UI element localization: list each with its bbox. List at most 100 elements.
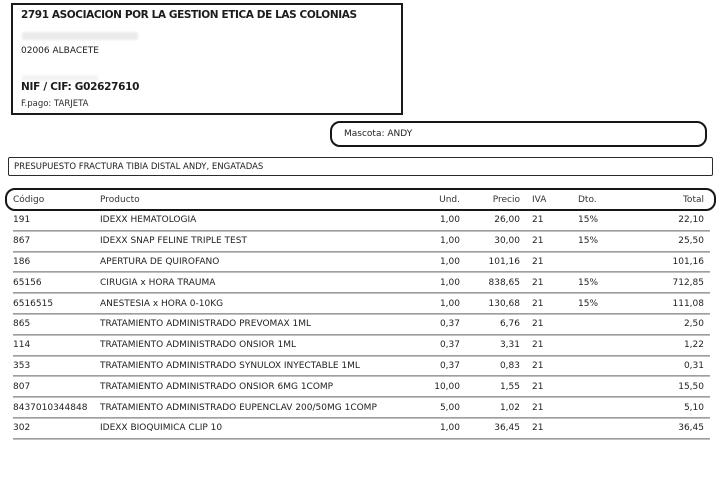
subject-title: PRESUPUESTO FRACTURA TIBIA DISTAL ANDY, … bbox=[14, 161, 264, 172]
header-producto: Producto bbox=[100, 194, 140, 205]
cell-total: 0,31 bbox=[683, 360, 704, 371]
table-header-row: Código Producto Und. Precio IVA Dto. Tot… bbox=[13, 195, 710, 205]
table-row: 867 IDEXX SNAP FELINE TRIPLE TEST 1,00 30,0… bbox=[13, 232, 710, 251]
items-table-body: 191 IDEXX HEMATOLOGIA 1,00 26,00 21 15% 22,10 8… bbox=[13, 211, 710, 440]
header-und: Und. bbox=[439, 194, 460, 205]
cell-iva: 21 bbox=[532, 236, 544, 247]
cell-und: 1,00 bbox=[439, 277, 460, 288]
cell-dto: 15% bbox=[578, 236, 599, 247]
cell-producto: TRATAMIENTO ADMINISTRADO EUPENCLAV 200/5… bbox=[100, 402, 377, 413]
header-codigo: Código bbox=[13, 194, 45, 205]
cell-iva: 21 bbox=[532, 402, 544, 413]
cell-total: 101,16 bbox=[672, 256, 705, 267]
cell-dto: 15% bbox=[578, 215, 599, 226]
cell-total: 36,45 bbox=[678, 423, 704, 434]
cell-und: 1,00 bbox=[439, 215, 460, 226]
table-row: 6516515 ANESTESIA x HORA 0-10KG 1,00 130,68… bbox=[13, 294, 710, 313]
cell-precio: 30,00 bbox=[494, 236, 520, 247]
cell-iva: 21 bbox=[532, 423, 544, 434]
table-row: 302 IDEXX BIOQUIMICA CLIP 10 1,00 36,45 21 36… bbox=[13, 419, 710, 438]
cell-und: 0,37 bbox=[439, 319, 460, 330]
cell-und: 0,37 bbox=[439, 360, 460, 371]
cell-codigo: 865 bbox=[13, 319, 31, 330]
table-row: 865 TRATAMIENTO ADMINISTRADO PREVOMAX 1ML… bbox=[13, 315, 710, 334]
cell-producto: CIRUGIA x HORA TRAUMA bbox=[100, 277, 216, 288]
pet-label: Mascota: ANDY bbox=[344, 129, 413, 139]
row-separator bbox=[13, 396, 710, 399]
cell-iva: 21 bbox=[532, 256, 544, 267]
cell-producto: IDEXX BIOQUIMICA CLIP 10 bbox=[100, 423, 223, 434]
cell-producto: TRATAMIENTO ADMINISTRADO ONSIOR 6MG 1COM… bbox=[100, 381, 334, 392]
cell-und: 1,00 bbox=[439, 423, 460, 434]
cell-total: 5,10 bbox=[683, 402, 704, 413]
cell-iva: 21 bbox=[532, 277, 544, 288]
cell-precio: 26,00 bbox=[494, 215, 520, 226]
table-row: 191 IDEXX HEMATOLOGIA 1,00 26,00 21 15% 22,10 bbox=[13, 211, 710, 230]
cell-und: 10,00 bbox=[434, 381, 460, 392]
cell-total: 712,85 bbox=[672, 277, 705, 288]
cell-und: 1,00 bbox=[439, 256, 460, 267]
row-separator bbox=[13, 292, 710, 295]
subject-box: PRESUPUESTO FRACTURA TIBIA DISTAL ANDY, … bbox=[8, 157, 713, 176]
row-separator bbox=[13, 229, 710, 232]
cell-total: 15,50 bbox=[678, 381, 704, 392]
cell-total: 22,10 bbox=[678, 215, 704, 226]
cell-codigo: 867 bbox=[13, 236, 31, 247]
clinic-postal-city: 02006 ALBACETE bbox=[21, 46, 99, 56]
header-precio: Precio bbox=[492, 194, 520, 205]
cell-und: 1,00 bbox=[439, 298, 460, 309]
row-separator bbox=[13, 437, 710, 440]
table-row: 65156 CIRUGIA x HORA TRAUMA 1,00 838,65 21 15… bbox=[13, 273, 710, 292]
cell-total: 1,22 bbox=[683, 340, 704, 351]
cell-producto: TRATAMIENTO ADMINISTRADO SYNULOX INYECTA… bbox=[100, 360, 360, 371]
cell-precio: 130,68 bbox=[488, 298, 521, 309]
row-separator bbox=[13, 354, 710, 357]
header-total: Total bbox=[682, 194, 704, 205]
redacted-line bbox=[22, 75, 98, 81]
cell-producto: TRATAMIENTO ADMINISTRADO ONSIOR 1ML bbox=[100, 340, 296, 351]
cell-codigo: 302 bbox=[13, 423, 31, 434]
header-dto: Dto. bbox=[578, 194, 597, 205]
cell-producto: IDEXX SNAP FELINE TRIPLE TEST bbox=[100, 236, 247, 247]
table-row: 114 TRATAMIENTO ADMINISTRADO ONSIOR 1ML 0,… bbox=[13, 336, 710, 355]
cell-dto: 15% bbox=[578, 277, 599, 288]
cell-precio: 0,83 bbox=[499, 360, 520, 371]
cell-precio: 1,02 bbox=[499, 402, 520, 413]
cell-producto: APERTURA DE QUIROFANO bbox=[100, 256, 220, 267]
clinic-name: 2791 ASOCIACION POR LA GESTION ETICA DE … bbox=[21, 9, 357, 21]
cell-codigo: 353 bbox=[13, 360, 31, 371]
cell-precio: 36,45 bbox=[494, 423, 520, 434]
redacted-address-line bbox=[22, 32, 138, 40]
cell-total: 25,50 bbox=[678, 236, 704, 247]
cell-precio: 6,76 bbox=[499, 319, 520, 330]
payment-method: F.pago: TARJETA bbox=[21, 99, 89, 109]
row-separator bbox=[13, 271, 710, 274]
clinic-info-box: 2791 ASOCIACION POR LA GESTION ETICA DE … bbox=[11, 3, 403, 115]
header-iva: IVA bbox=[532, 194, 547, 205]
cell-dto: 15% bbox=[578, 298, 599, 309]
cell-codigo: 114 bbox=[13, 340, 31, 351]
cell-und: 5,00 bbox=[439, 402, 460, 413]
pet-box: Mascota: ANDY bbox=[330, 121, 707, 147]
cell-iva: 21 bbox=[532, 340, 544, 351]
cell-iva: 21 bbox=[532, 319, 544, 330]
cell-iva: 21 bbox=[532, 360, 544, 371]
items-table-header: Código Producto Und. Precio IVA Dto. Tot… bbox=[5, 188, 716, 211]
cell-codigo: 807 bbox=[13, 381, 31, 392]
cell-iva: 21 bbox=[532, 298, 544, 309]
table-row: 8437010344848 TRATAMIENTO ADMINISTRADO EU… bbox=[13, 398, 710, 417]
cell-total: 111,08 bbox=[672, 298, 705, 309]
cell-precio: 101,16 bbox=[488, 256, 521, 267]
table-row: 353 TRATAMIENTO ADMINISTRADO SYNULOX INYE… bbox=[13, 357, 710, 376]
table-row: 807 TRATAMIENTO ADMINISTRADO ONSIOR 6MG 1… bbox=[13, 377, 710, 396]
row-separator bbox=[13, 375, 710, 378]
cell-precio: 1,55 bbox=[499, 381, 520, 392]
cell-iva: 21 bbox=[532, 381, 544, 392]
row-separator bbox=[13, 250, 710, 253]
cell-producto: TRATAMIENTO ADMINISTRADO PREVOMAX 1ML bbox=[100, 319, 312, 330]
cell-und: 1,00 bbox=[439, 236, 460, 247]
cell-producto: ANESTESIA x HORA 0-10KG bbox=[100, 298, 224, 309]
cell-precio: 3,31 bbox=[499, 340, 520, 351]
cell-total: 2,50 bbox=[683, 319, 704, 330]
cell-precio: 838,65 bbox=[488, 277, 521, 288]
